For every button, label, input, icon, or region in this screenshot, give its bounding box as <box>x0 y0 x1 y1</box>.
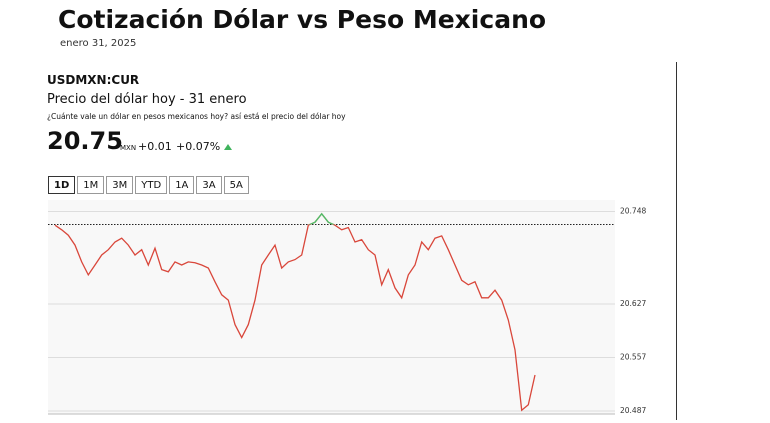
range-bar: 1D 1M 3M YTD 1A 3A 5A <box>48 176 249 194</box>
up-arrow <box>224 144 232 150</box>
range-button[interactable]: 3A <box>196 176 222 194</box>
heading: Precio del dólar hoy - 31 enero <box>47 92 247 107</box>
y-tick-label: 20.487 <box>620 406 646 415</box>
range-button[interactable]: 1A <box>169 176 195 194</box>
question: ¿Cuánte vale un dólar en pesos mexicanos… <box>47 112 346 121</box>
price-line <box>54 212 536 412</box>
range-button[interactable]: 3M <box>106 176 134 194</box>
range-button[interactable]: 1M <box>77 176 105 194</box>
y-tick-label: 20.627 <box>620 299 646 308</box>
change: +0.01 <box>138 140 172 153</box>
range-button[interactable]: YTD <box>135 176 168 194</box>
divider <box>676 62 677 420</box>
plot-area <box>48 200 615 414</box>
date: enero 31, 2025 <box>60 38 137 49</box>
range-button[interactable]: 5A <box>223 176 249 194</box>
y-tick-label: 20.748 <box>620 206 646 215</box>
range-button[interactable]: 1D <box>48 176 76 194</box>
page-title: Cotización Dólar vs Peso Mexicano <box>58 5 547 34</box>
y-tick-label: 20.557 <box>620 352 646 361</box>
symbol: USDMXN:CUR <box>47 73 140 87</box>
price: 20.75 <box>47 127 123 155</box>
unit: MXN <box>120 144 137 152</box>
change-pct: +0.07% <box>176 140 221 153</box>
